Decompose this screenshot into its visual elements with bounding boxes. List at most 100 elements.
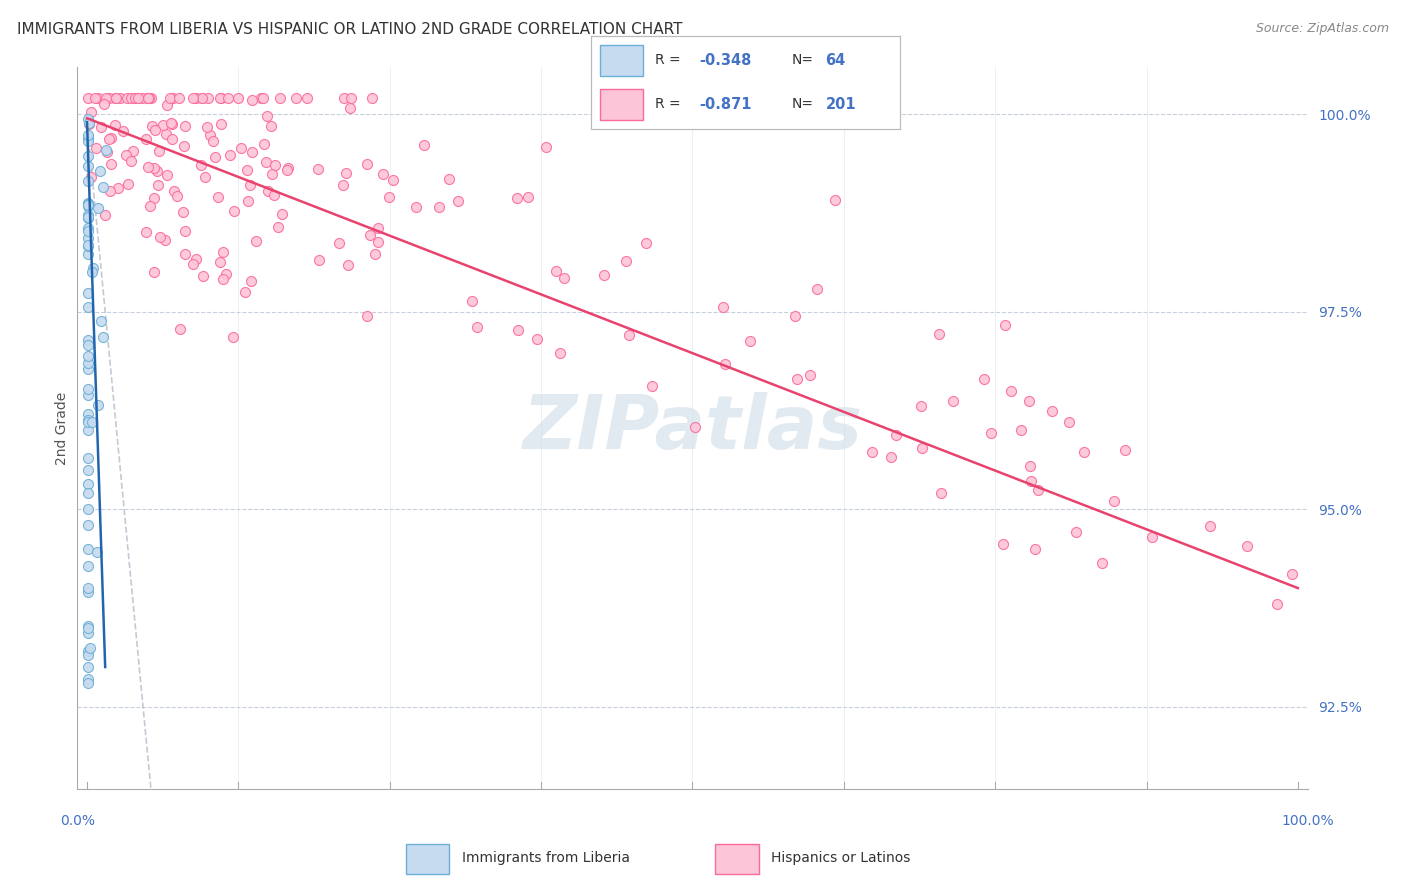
Point	[506, 322, 529, 336]
Point	[100, 131, 122, 145]
Point	[193, 269, 215, 284]
Point	[124, 91, 146, 105]
Point	[446, 194, 468, 209]
Bar	[716, 844, 759, 874]
Point	[1265, 597, 1288, 611]
Point	[413, 137, 436, 152]
Point	[162, 117, 184, 131]
Point	[222, 330, 245, 344]
Point	[641, 379, 664, 393]
Point	[76, 134, 98, 148]
Point	[76, 112, 98, 127]
Point	[614, 253, 637, 268]
Point	[77, 541, 100, 556]
Point	[359, 228, 381, 243]
Point	[76, 362, 98, 376]
Point	[76, 486, 98, 500]
Point	[120, 91, 142, 105]
Point	[250, 91, 273, 105]
Point	[382, 172, 405, 186]
Point	[191, 91, 214, 105]
Point	[143, 161, 166, 175]
Point	[184, 91, 207, 105]
Point	[76, 626, 98, 640]
Point	[332, 178, 354, 192]
Point	[263, 188, 285, 202]
Text: 100.0%: 100.0%	[1281, 814, 1334, 828]
Point	[204, 150, 226, 164]
Point	[108, 91, 131, 105]
Point	[880, 450, 903, 464]
Point	[264, 158, 287, 172]
Point	[1010, 423, 1032, 437]
Point	[184, 252, 207, 267]
Point	[131, 91, 153, 105]
Point	[269, 91, 291, 105]
Point	[93, 97, 115, 112]
Point	[240, 145, 263, 159]
Point	[1026, 483, 1049, 497]
Point	[517, 190, 540, 204]
Point	[1281, 567, 1303, 582]
Point	[240, 93, 263, 107]
Point	[76, 198, 98, 212]
Point	[980, 425, 1002, 440]
Point	[159, 91, 181, 105]
Point	[104, 91, 127, 105]
Point	[526, 332, 548, 346]
Point	[76, 502, 98, 516]
Point	[141, 119, 163, 133]
Point	[87, 201, 110, 215]
Point	[1059, 415, 1081, 429]
Point	[104, 91, 127, 105]
Point	[239, 274, 262, 288]
Point	[76, 382, 98, 396]
Point	[267, 219, 290, 234]
Point	[76, 211, 98, 225]
Point	[167, 91, 190, 105]
Point	[76, 334, 98, 348]
Point	[886, 427, 908, 442]
Point	[76, 675, 98, 690]
Point	[994, 318, 1017, 332]
Point	[76, 221, 98, 235]
Point	[94, 143, 117, 157]
Point	[89, 164, 111, 178]
Point	[86, 398, 108, 412]
Point	[785, 310, 807, 324]
Point	[76, 413, 98, 427]
Point	[76, 517, 98, 532]
Point	[1019, 474, 1042, 488]
Text: 64: 64	[825, 53, 846, 68]
Point	[76, 462, 98, 476]
Point	[142, 191, 165, 205]
Point	[104, 118, 127, 132]
Bar	[406, 844, 450, 874]
Point	[1102, 494, 1125, 508]
Point	[96, 145, 118, 160]
Point	[76, 558, 98, 573]
Point	[231, 141, 253, 155]
Text: R =: R =	[655, 53, 686, 67]
Point	[97, 131, 120, 145]
Point	[1024, 541, 1046, 556]
Point	[181, 91, 204, 105]
Point	[77, 91, 100, 105]
Point	[76, 415, 98, 429]
Point	[209, 91, 232, 105]
Text: -0.871: -0.871	[699, 96, 751, 112]
Point	[252, 91, 274, 105]
Point	[328, 236, 350, 251]
Point	[76, 197, 98, 211]
Point	[90, 314, 112, 328]
Point	[76, 407, 98, 421]
Point	[942, 393, 965, 408]
Point	[1073, 445, 1095, 459]
Point	[162, 91, 184, 105]
Point	[929, 486, 952, 500]
Point	[285, 91, 308, 105]
Point	[76, 210, 98, 224]
Point	[174, 247, 197, 261]
Point	[153, 233, 176, 247]
Point	[114, 148, 136, 162]
